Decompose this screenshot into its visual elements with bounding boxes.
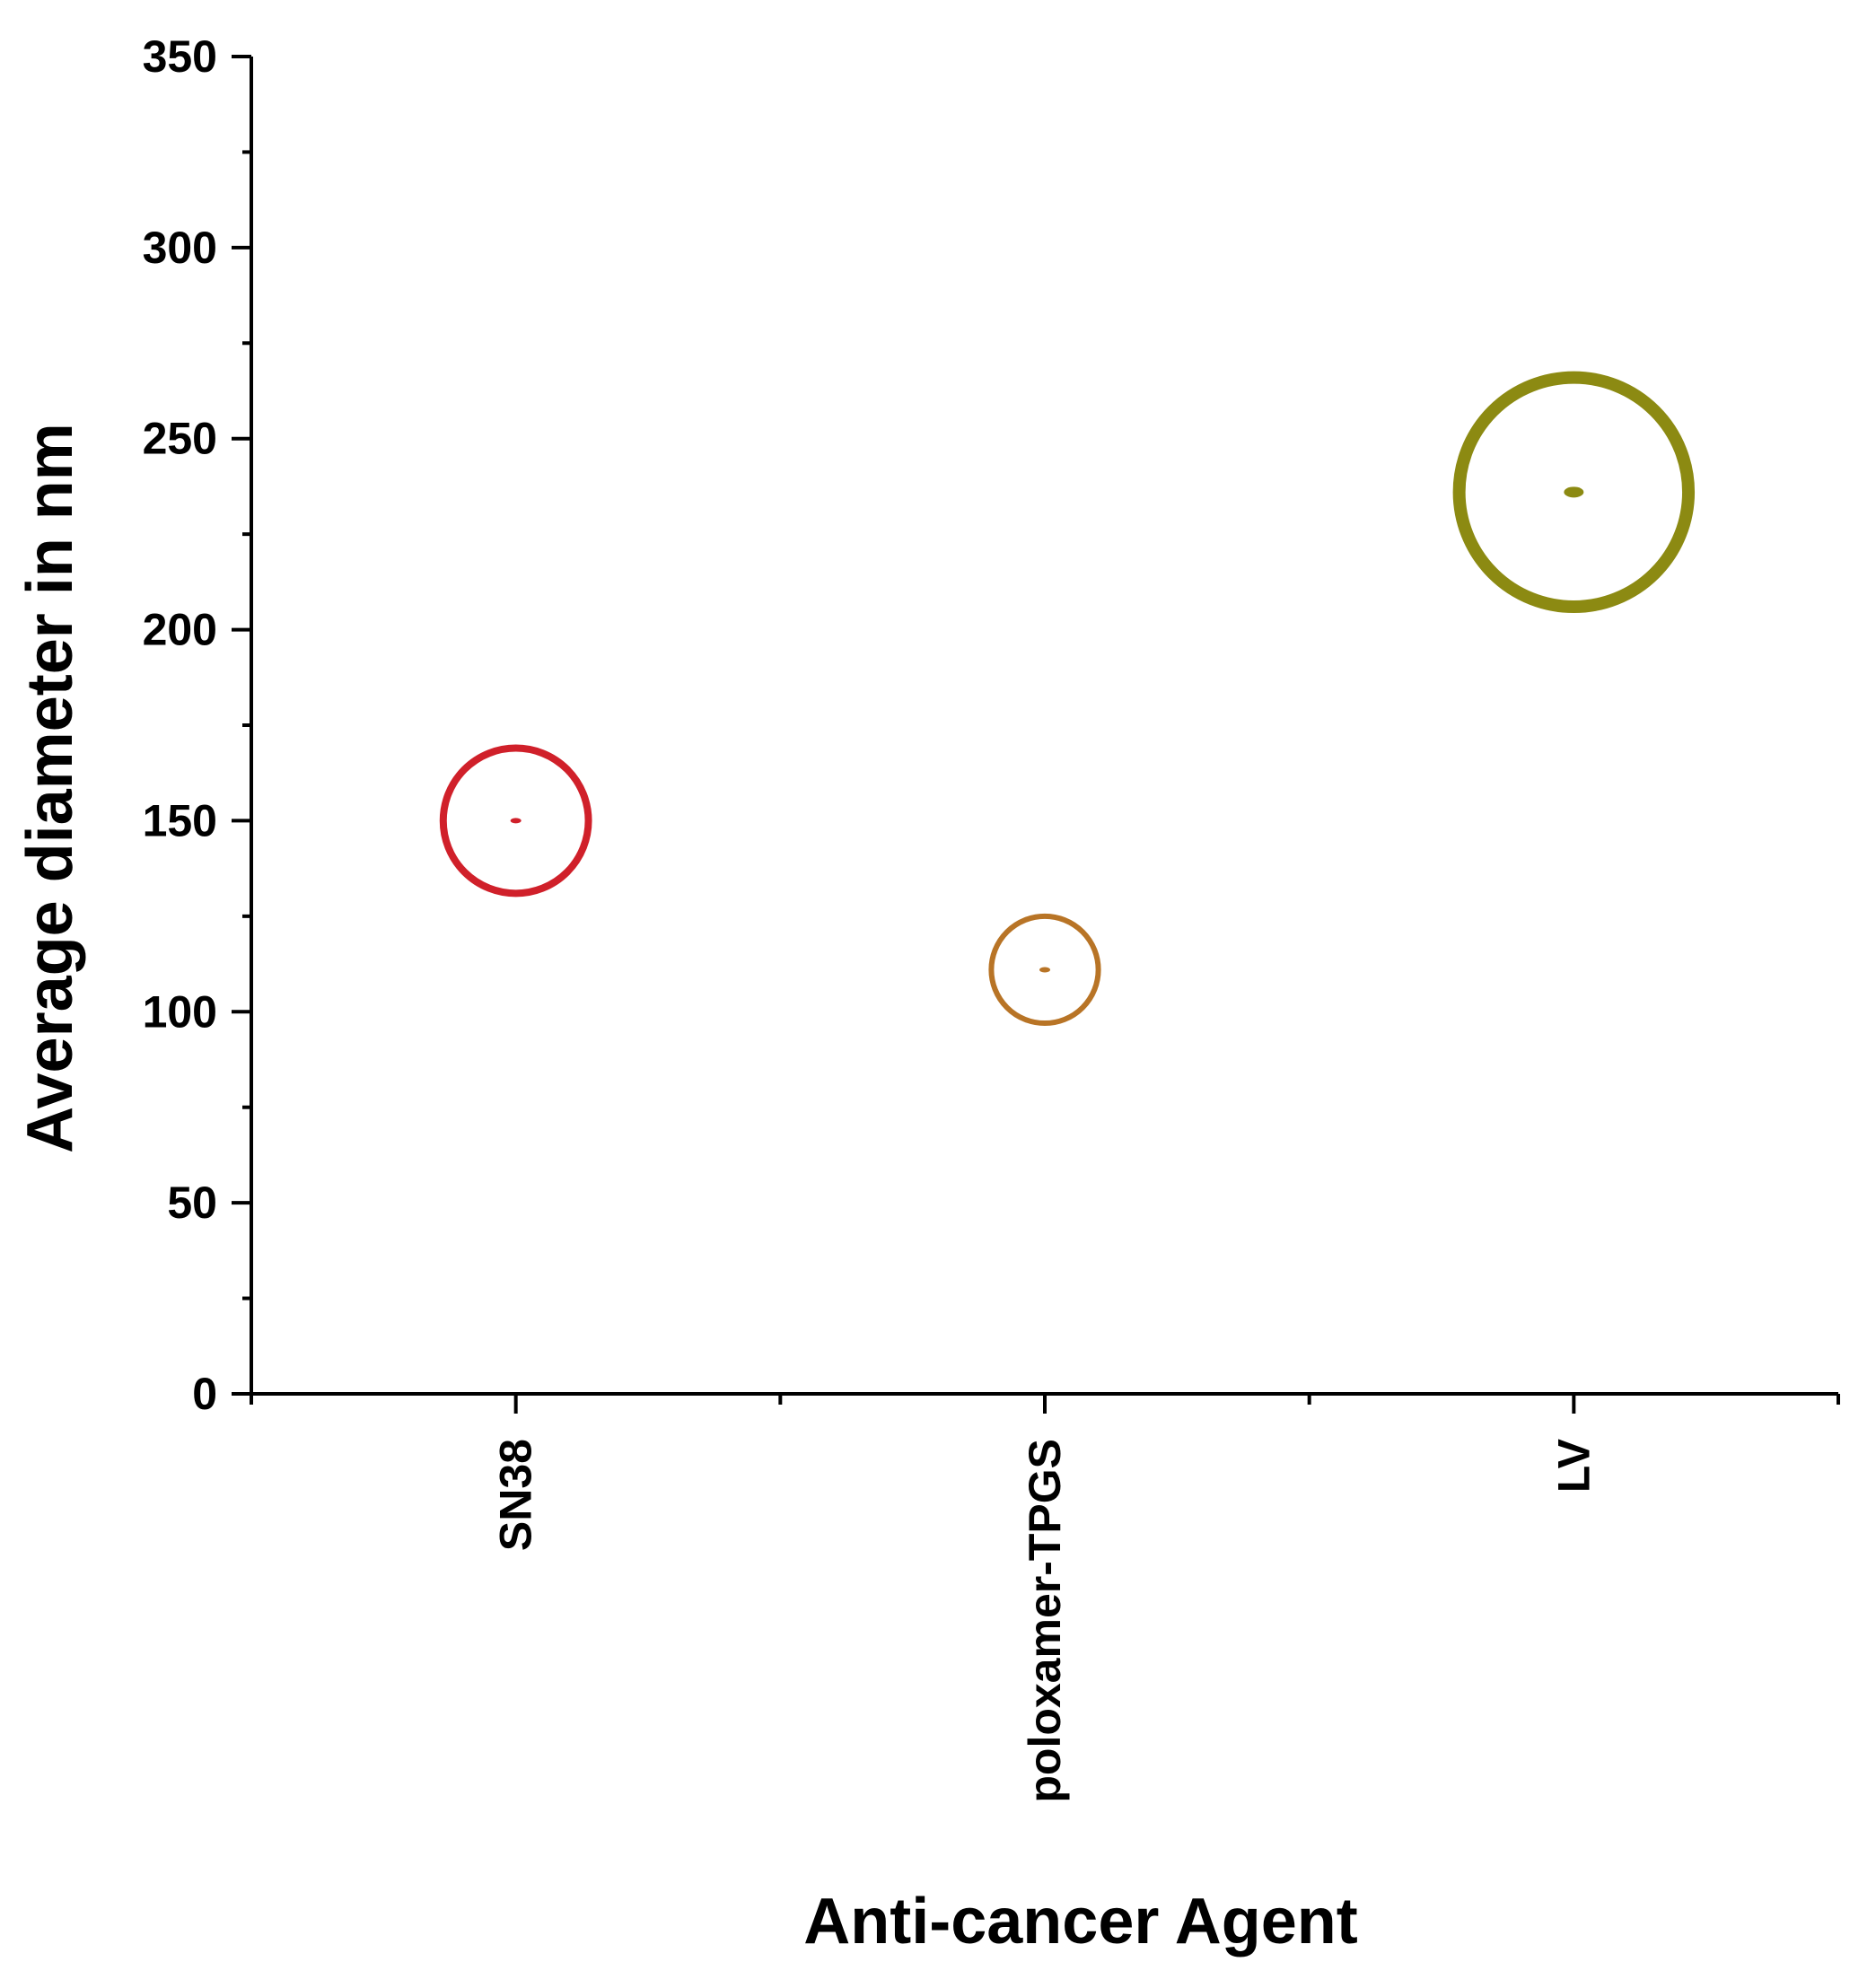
data-point-circle <box>988 913 1101 1027</box>
y-tick-label: 300 <box>143 223 217 273</box>
x-tick-label: LV <box>1548 1438 1599 1493</box>
data-points <box>439 371 1696 1027</box>
y-tick-label: 0 <box>192 1369 217 1419</box>
data-point-circle <box>439 744 592 898</box>
data-point-center <box>1564 486 1584 498</box>
y-tick-label: 150 <box>143 795 217 845</box>
y-tick-label: 200 <box>143 605 217 655</box>
x-tick-label: SN38 <box>491 1439 541 1551</box>
x-tick-label: poloxamer-TPGS <box>1020 1439 1070 1803</box>
y-tick-label: 350 <box>143 31 217 82</box>
y-tick-label: 250 <box>143 414 217 464</box>
y-tick-label: 100 <box>143 986 217 1037</box>
axes <box>250 57 1838 1396</box>
data-point-center <box>1039 967 1050 973</box>
x-axis-ticks: SN38 poloxamer-TPGS LV <box>250 1394 1840 1803</box>
y-axis-ticks: 0 50 100 150 200 250 300 350 <box>143 31 251 1419</box>
data-point-circle <box>1452 371 1696 614</box>
x-axis-title: Anti-cancer Agent <box>803 1886 1357 1957</box>
data-point-center <box>510 818 522 824</box>
y-axis-title: Average diameter in nm <box>14 423 86 1153</box>
y-tick-label: 50 <box>167 1178 217 1228</box>
